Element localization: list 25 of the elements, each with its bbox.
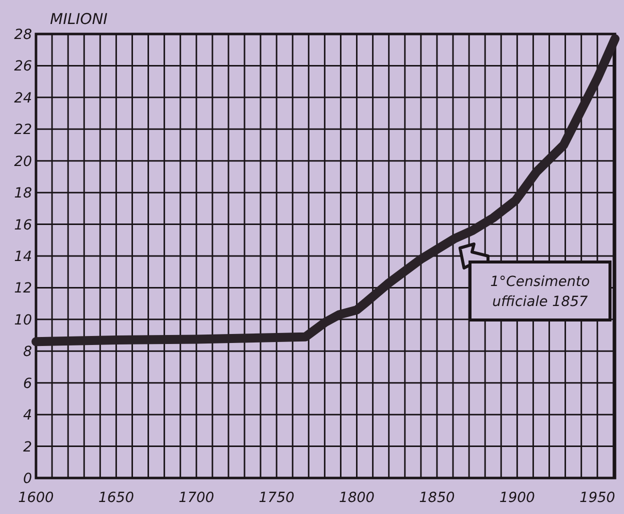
x-tick-label: 1800 — [338, 490, 375, 506]
x-tick-label: 1600 — [18, 490, 54, 506]
y-tick-label: 12 — [14, 280, 32, 297]
x-tick-label: 1900 — [499, 490, 536, 506]
y-tick-label: 24 — [14, 90, 32, 106]
y-tick-label: 20 — [14, 154, 32, 170]
y-tick-label: 22 — [14, 122, 32, 138]
y-tick-label: 14 — [14, 249, 32, 265]
x-tick-label: 1950 — [580, 490, 616, 506]
x-tick-label: 1650 — [98, 490, 134, 506]
y-tick-label: 6 — [23, 376, 32, 392]
x-tick-label: 1850 — [419, 490, 455, 506]
y-tick-label: 16 — [14, 217, 32, 234]
y-tick-label: 4 — [23, 408, 32, 424]
y-axis-title: MILIONI — [50, 10, 108, 28]
y-tick-label: 10 — [14, 312, 32, 328]
annotation: 1°Censimento ufficiale 1857 — [490, 274, 590, 310]
y-tick-label: 28 — [14, 27, 32, 43]
y-tick-label: 2 — [23, 439, 32, 456]
x-tick-label: 1700 — [178, 490, 214, 506]
y-tick-label: 0 — [23, 471, 32, 487]
y-tick-label: 8 — [23, 344, 32, 360]
x-tick-label: 1750 — [258, 490, 294, 506]
y-tick-label: 26 — [14, 58, 32, 75]
y-tick-label: 18 — [14, 186, 32, 202]
